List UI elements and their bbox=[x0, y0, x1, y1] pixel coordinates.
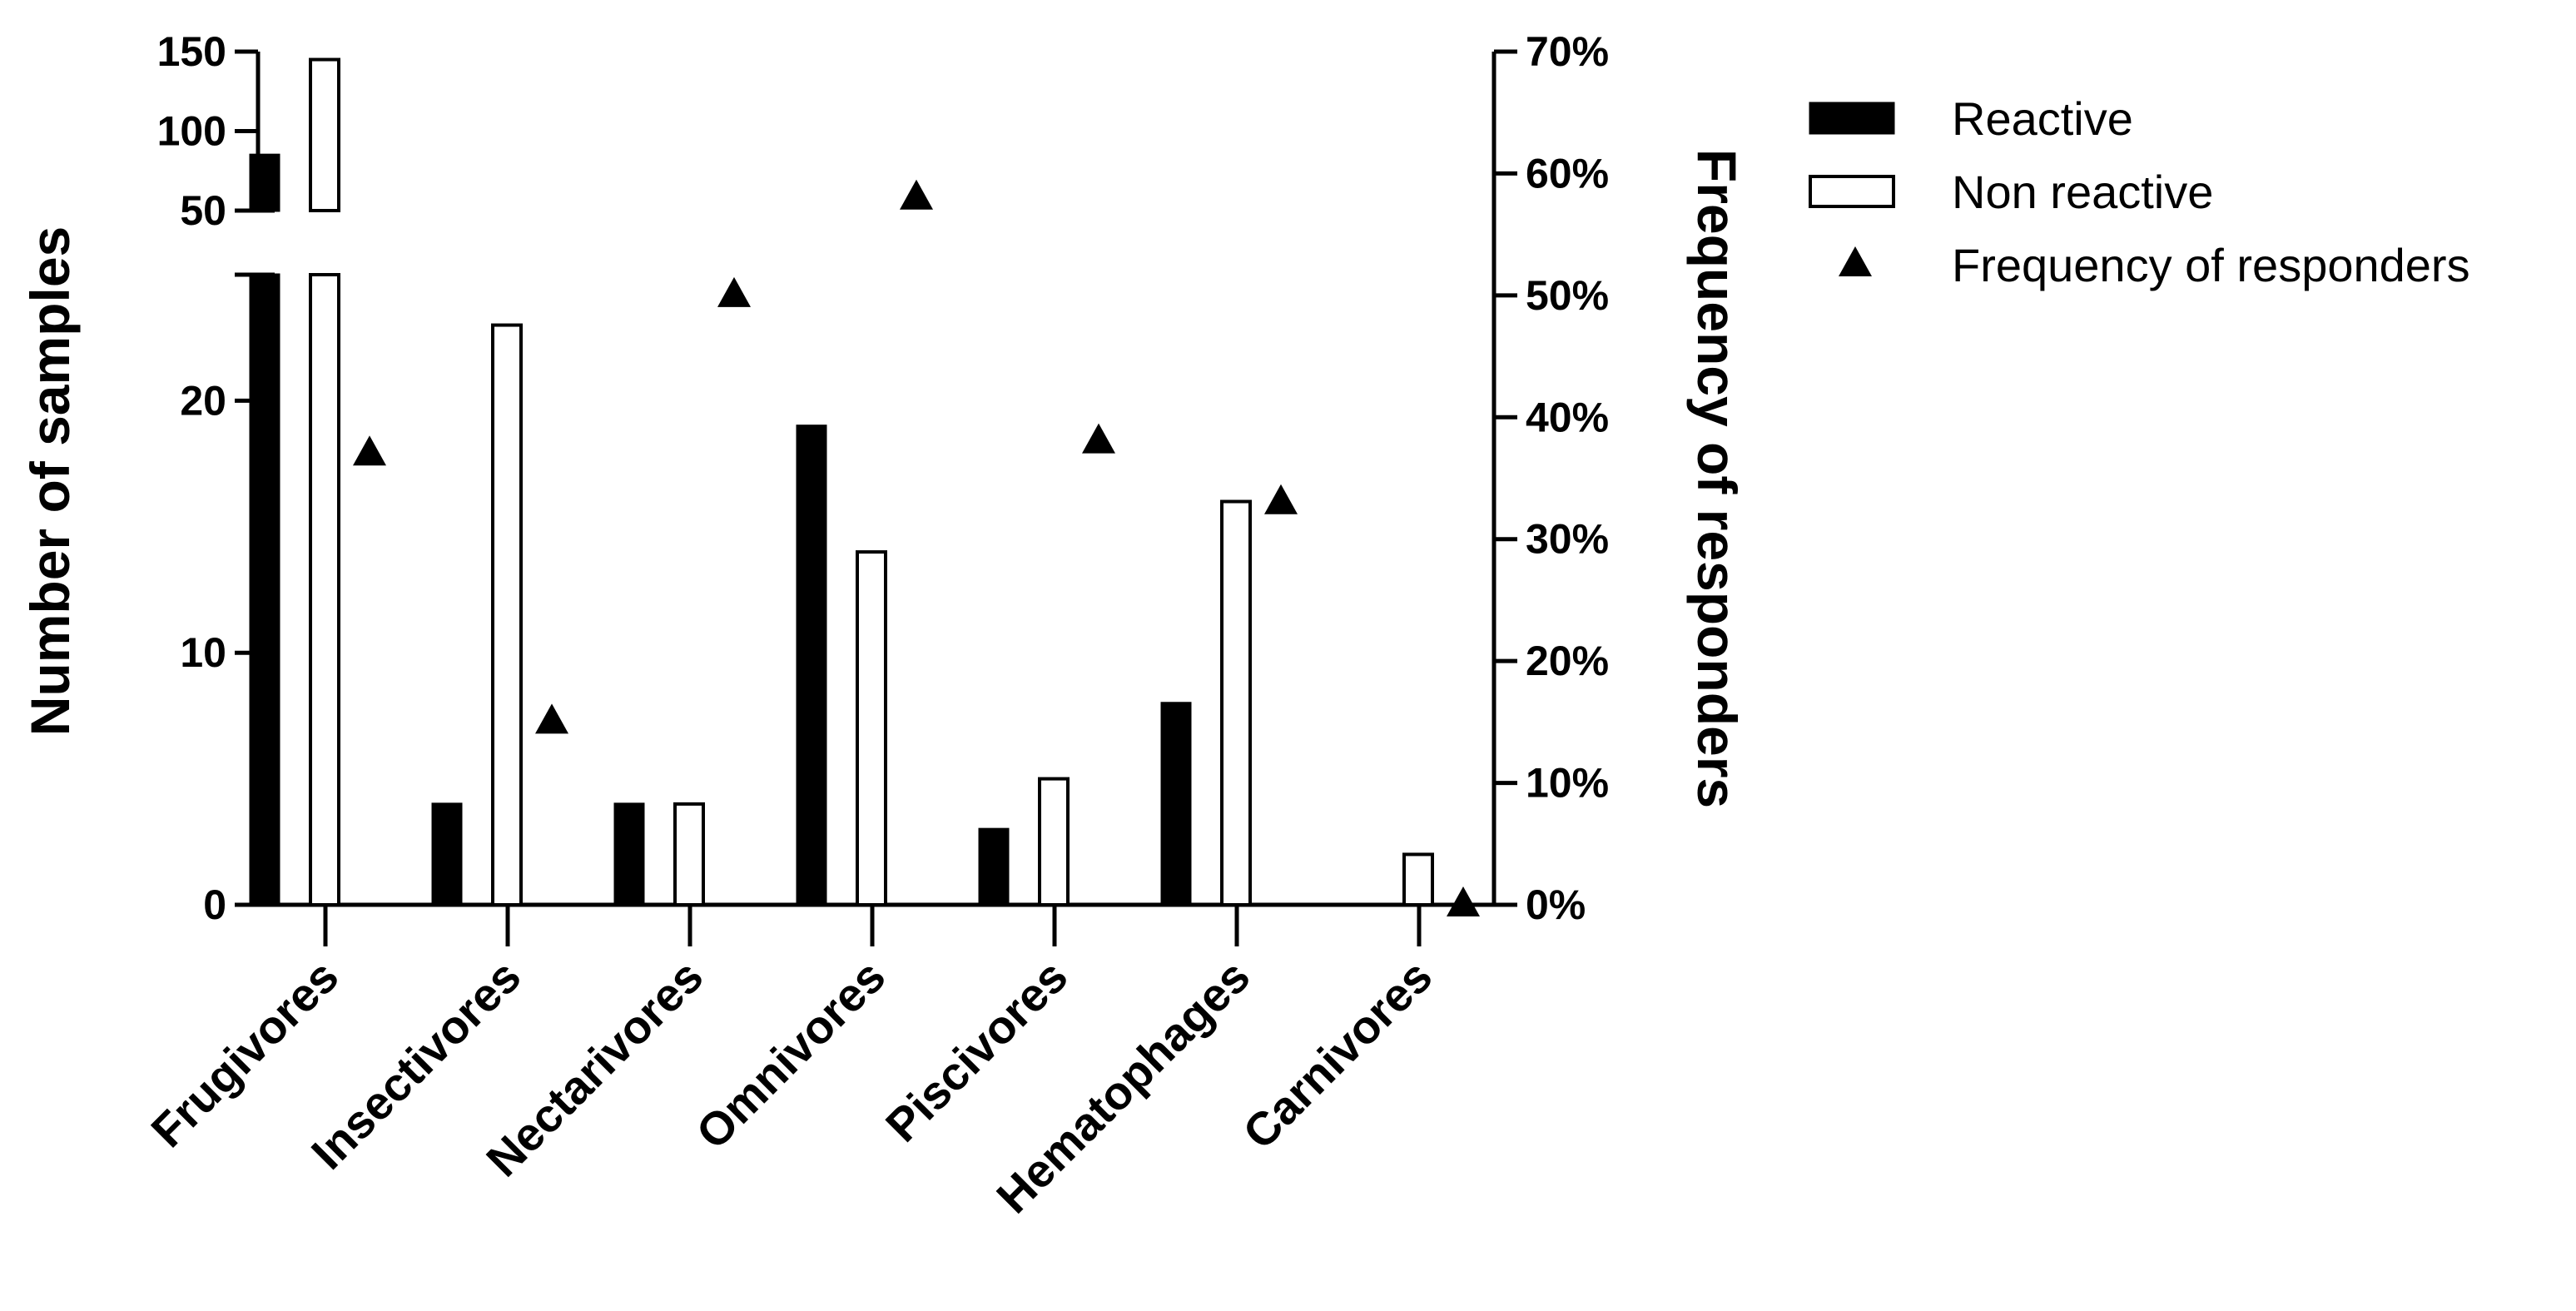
markers-layer bbox=[353, 179, 1480, 916]
bar-non-reactive bbox=[491, 323, 523, 906]
bar-reactive bbox=[796, 425, 827, 906]
bar-reactive bbox=[978, 827, 1010, 906]
left-axis-tick-label: 0 bbox=[203, 881, 226, 928]
bar-reactive-upper bbox=[249, 153, 280, 212]
frequency-marker bbox=[1264, 484, 1298, 514]
bar-reactive bbox=[249, 273, 280, 906]
left-axis-tick-label: 10 bbox=[180, 629, 226, 676]
frequency-marker bbox=[1082, 423, 1115, 454]
bar-non-reactive bbox=[856, 550, 887, 907]
left-axis-title: Number of samples bbox=[19, 226, 81, 737]
bar-non-reactive bbox=[1038, 777, 1070, 906]
left-axis-tick-label: 100 bbox=[157, 108, 226, 155]
legend-swatch-triangle-icon bbox=[1839, 246, 1872, 276]
frequency-marker bbox=[1447, 886, 1480, 916]
bar-reactive bbox=[1160, 702, 1192, 906]
left-axis-tick-label: 150 bbox=[157, 28, 226, 75]
legend-label: Non reactive bbox=[1952, 166, 2213, 218]
right-axis-tick-label: 70% bbox=[1526, 28, 1609, 75]
right-axis-tick-label: 40% bbox=[1526, 394, 1609, 440]
right-axis-tick-label: 60% bbox=[1526, 150, 1609, 196]
legend-swatch-reactive bbox=[1809, 102, 1895, 135]
bar-non-reactive-upper bbox=[309, 57, 340, 212]
frequency-marker bbox=[900, 179, 933, 210]
bar-non-reactive bbox=[673, 802, 705, 907]
right-axis-title: Frequency of responders bbox=[1686, 149, 1748, 808]
x-axis-category-label: Omnivores bbox=[686, 950, 895, 1159]
frequency-marker bbox=[353, 435, 386, 466]
bars-layer bbox=[249, 57, 1434, 907]
frequency-marker bbox=[535, 703, 568, 734]
left-axis-tick-label: 20 bbox=[180, 377, 226, 424]
bar-non-reactive bbox=[1220, 499, 1252, 907]
legend-label: Reactive bbox=[1952, 92, 2133, 145]
x-axis-category-label: Piscivores bbox=[876, 950, 1078, 1152]
right-axis-tick-label: 50% bbox=[1526, 272, 1609, 319]
left-axis-tick-label: 50 bbox=[180, 187, 226, 234]
bar-reactive bbox=[431, 802, 463, 906]
legend-label: Frequency of responders bbox=[1952, 239, 2470, 291]
x-axis-category-label: Carnivores bbox=[1233, 950, 1442, 1159]
right-axis-tick-label: 0% bbox=[1526, 881, 1586, 928]
legend: Reactive Non reactive Frequency of respond… bbox=[1809, 92, 2470, 291]
right-axis-tick-label: 30% bbox=[1526, 516, 1609, 563]
bar-non-reactive bbox=[309, 273, 340, 906]
legend-swatch-non-reactive bbox=[1809, 175, 1895, 208]
frequency-marker bbox=[717, 276, 751, 307]
right-axis-tick-label: 20% bbox=[1526, 638, 1609, 684]
right-axis-tick-label: 10% bbox=[1526, 760, 1609, 807]
bar-reactive bbox=[613, 802, 645, 906]
bar-non-reactive bbox=[1402, 852, 1434, 906]
